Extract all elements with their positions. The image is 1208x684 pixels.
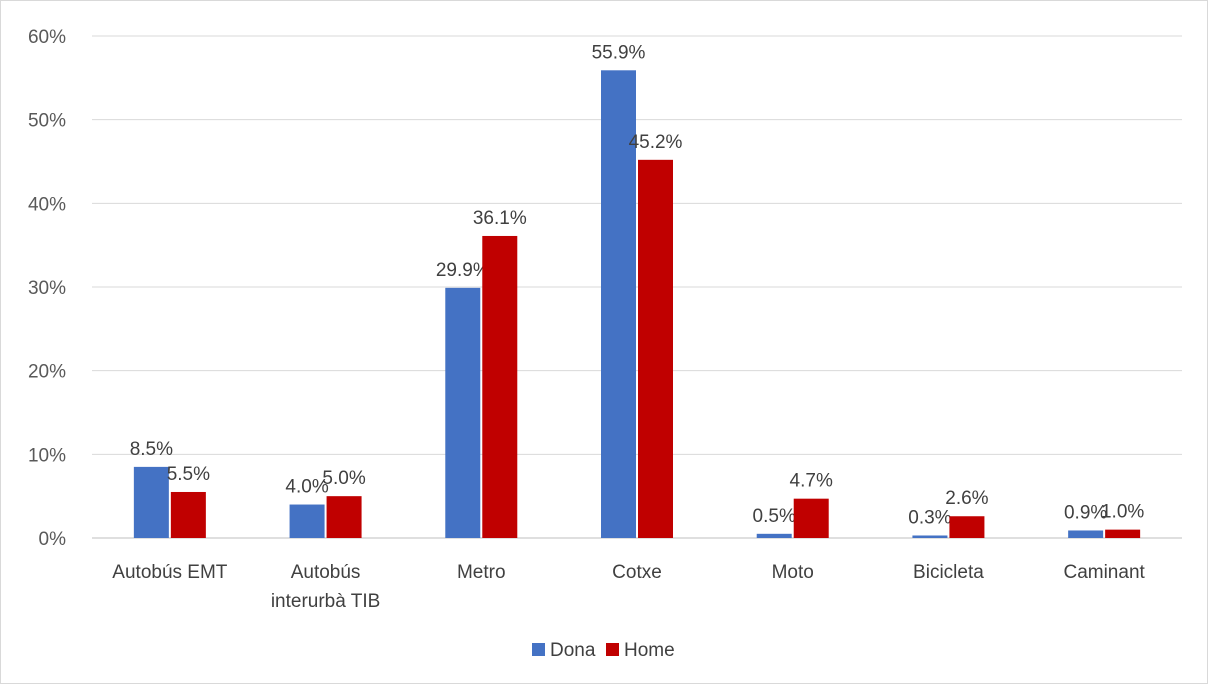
x-tick-label: Autobús (291, 562, 361, 583)
data-label: 4.7% (790, 471, 833, 492)
bar-home (638, 159, 673, 538)
bar-dona (133, 466, 169, 538)
data-label: 4.0% (285, 477, 328, 498)
legend-label: Home (624, 640, 675, 661)
data-label: 0.3% (908, 507, 951, 528)
legend-label: Dona (550, 640, 596, 661)
data-label: 2.6% (945, 488, 988, 509)
y-tick-label: 40% (28, 194, 66, 215)
bar-home (793, 498, 829, 538)
data-label: 0.5% (753, 506, 796, 527)
y-tick-label: 30% (28, 278, 66, 299)
bar-dona (289, 504, 325, 538)
bar-dona (445, 287, 481, 538)
bar-home (949, 516, 985, 538)
bar-dona (912, 535, 948, 538)
bar-dona (601, 70, 636, 538)
x-tick-label: Cotxe (612, 562, 662, 583)
data-label: 36.1% (473, 208, 527, 229)
data-label: 45.2% (629, 132, 683, 153)
data-label: 1.0% (1101, 502, 1144, 523)
data-label: 5.0% (322, 468, 365, 489)
bar-home (1105, 529, 1141, 538)
data-label: 8.5% (130, 439, 173, 460)
data-label: 5.5% (167, 464, 210, 485)
data-label: 0.9% (1064, 502, 1107, 523)
data-label: 29.9% (436, 260, 490, 281)
x-tick-label: Caminant (1063, 562, 1145, 583)
x-tick-label: Moto (772, 562, 814, 583)
y-tick-label: 60% (28, 27, 66, 48)
bar-dona (756, 533, 792, 538)
legend-swatch-dona (532, 643, 545, 656)
bar-home (326, 496, 362, 538)
data-label: 55.9% (592, 42, 646, 63)
y-tick-label: 10% (28, 445, 66, 466)
y-tick-label: 20% (28, 362, 66, 383)
x-tick-label: Bicicleta (913, 562, 984, 583)
bar-home (170, 491, 206, 538)
y-tick-label: 0% (39, 529, 67, 550)
x-tick-label: interurbà TIB (271, 591, 380, 612)
bar-home (482, 235, 518, 539)
bar-dona (1068, 530, 1104, 538)
legend-swatch-home (606, 643, 619, 656)
x-tick-label: Autobús EMT (112, 562, 227, 583)
y-tick-label: 50% (28, 111, 66, 132)
x-tick-label: Metro (457, 562, 506, 583)
